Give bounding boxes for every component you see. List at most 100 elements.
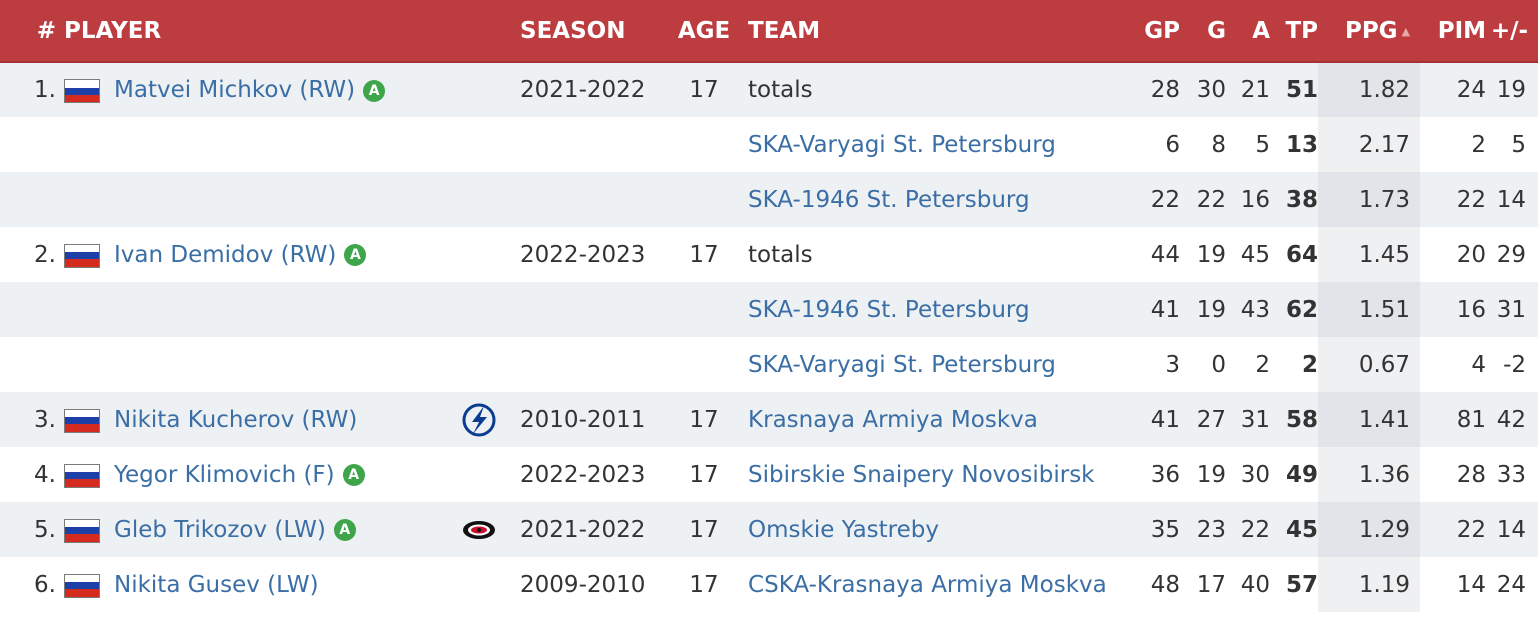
ppg-cell: 1.29 — [1318, 502, 1421, 557]
tp-cell: 2 — [1270, 337, 1319, 392]
gp-cell: 36 — [1132, 447, 1181, 502]
team-logo-cell — [444, 62, 515, 117]
gp-cell: 41 — [1132, 282, 1181, 337]
player-link[interactable]: Ivan Demidov (RW) — [114, 241, 337, 268]
ppg-header[interactable]: PPG ▲ — [1318, 0, 1421, 63]
age-header[interactable]: AGE — [660, 0, 749, 63]
rank-cell: 5. — [0, 502, 64, 557]
rank-cell: 4. — [0, 447, 64, 502]
gp-cell: 3 — [1132, 337, 1181, 392]
russia-flag-icon — [64, 79, 100, 104]
tp-cell: 49 — [1270, 447, 1319, 502]
rank-cell: 6. — [0, 557, 64, 612]
gp-header[interactable]: GP — [1132, 0, 1181, 63]
assists-header[interactable]: A — [1226, 0, 1271, 63]
table-row: 4. Yegor Klimovich (F) A 2022-2023 17 Sibirsk… — [0, 447, 1538, 502]
plus-minus-cell: 42 — [1486, 392, 1538, 447]
pim-header[interactable]: PIM — [1420, 0, 1487, 63]
team-logo-cell — [444, 227, 515, 282]
rank-cell: 2. — [0, 227, 64, 282]
team-link[interactable]: CSKA-Krasnaya Armiya Moskva — [748, 571, 1107, 598]
team-header[interactable]: TEAM — [748, 0, 1133, 63]
team-link[interactable]: SKA-Varyagi St. Petersburg — [748, 131, 1056, 158]
player-header[interactable]: PLAYER — [64, 0, 515, 63]
team-cell: Sibirskie Snaipery Novosibirsk — [748, 447, 1133, 502]
player-cell: Yegor Klimovich (F) A — [114, 447, 444, 502]
ppg-cell: 1.45 — [1318, 227, 1421, 282]
table-row: 5. Gleb Trikozov (LW) A 2021-2022 17 Omskie Y… — [0, 502, 1538, 557]
team-cell: totals — [748, 62, 1133, 117]
team-link[interactable]: Sibirskie Snaipery Novosibirsk — [748, 461, 1095, 488]
player-link[interactable]: Gleb Trikozov (LW) — [114, 516, 326, 543]
pim-cell: 14 — [1420, 557, 1487, 612]
team-link[interactable]: SKA-1946 St. Petersburg — [748, 186, 1030, 213]
pim-cell: 22 — [1420, 502, 1487, 557]
player-link[interactable]: Nikita Gusev (LW) — [114, 571, 319, 598]
team-logo-cell — [444, 117, 515, 172]
team-cell: Krasnaya Armiya Moskva — [748, 392, 1133, 447]
ppg-cell: 1.36 — [1318, 447, 1421, 502]
player-cell: Gleb Trikozov (LW) A — [114, 502, 444, 557]
ppg-cell: 2.17 — [1318, 117, 1421, 172]
team-cell: SKA-Varyagi St. Petersburg — [748, 337, 1133, 392]
team-cell: CSKA-Krasnaya Armiya Moskva — [748, 557, 1133, 612]
tp-cell: 62 — [1270, 282, 1319, 337]
season-cell — [514, 337, 661, 392]
plus-minus-cell: 31 — [1486, 282, 1538, 337]
player-link[interactable]: Nikita Kucherov (RW) — [114, 406, 358, 433]
player-cell: Ivan Demidov (RW) A — [114, 227, 444, 282]
tp-cell: 13 — [1270, 117, 1319, 172]
table-row: SKA-1946 St. Petersburg 41 19 43 62 1.51 16 31 — [0, 282, 1538, 337]
flag-cell — [64, 117, 114, 172]
player-cell — [114, 282, 444, 337]
assists-cell: 5 — [1226, 117, 1271, 172]
ppg-cell: 1.41 — [1318, 392, 1421, 447]
plus-minus-cell: 14 — [1486, 502, 1538, 557]
player-link[interactable]: Matvei Michkov (RW) — [114, 77, 356, 103]
assists-cell: 40 — [1226, 557, 1271, 612]
table-row: 6. Nikita Gusev (LW) 2009-2010 17 CSKA-Krasn… — [0, 557, 1538, 612]
player-link[interactable]: Yegor Klimovich (F) — [114, 461, 335, 488]
tp-cell: 57 — [1270, 557, 1319, 612]
age-cell — [660, 337, 749, 392]
season-cell: 2021-2022 — [514, 502, 661, 557]
assists-cell: 30 — [1226, 447, 1271, 502]
plus-minus-cell: 14 — [1486, 172, 1538, 227]
rank-cell: 3. — [0, 392, 64, 447]
team-link[interactable]: SKA-Varyagi St. Petersburg — [748, 351, 1056, 378]
goals-cell: 19 — [1180, 447, 1227, 502]
season-cell — [514, 282, 661, 337]
ppg-cell: 1.51 — [1318, 282, 1421, 337]
age-cell — [660, 172, 749, 227]
table-body: 1. Matvei Michkov (RW) A 2021-2022 17 totals 2… — [0, 62, 1538, 612]
flag-cell — [64, 172, 114, 227]
goals-header[interactable]: G — [1180, 0, 1227, 63]
rank-cell: 1. — [0, 62, 64, 117]
team-link[interactable]: SKA-1946 St. Petersburg — [748, 296, 1030, 323]
season-header[interactable]: SEASON — [514, 0, 661, 63]
season-cell: 2022-2023 — [514, 227, 661, 282]
ppg-cell: 1.82 — [1318, 62, 1421, 117]
plus-minus-header[interactable]: +/- — [1486, 0, 1538, 63]
assists-cell: 31 — [1226, 392, 1271, 447]
player-cell — [114, 117, 444, 172]
rank-header[interactable]: # — [0, 0, 64, 63]
player-cell — [114, 172, 444, 227]
season-cell: 2010-2011 — [514, 392, 661, 447]
team-cell: SKA-1946 St. Petersburg — [748, 172, 1133, 227]
tp-header[interactable]: TP — [1270, 0, 1319, 63]
ppg-cell: 0.67 — [1318, 337, 1421, 392]
team-link[interactable]: Krasnaya Armiya Moskva — [748, 406, 1038, 433]
rank-cell — [0, 172, 64, 227]
goals-cell: 17 — [1180, 557, 1227, 612]
hurricanes-logo-icon[interactable] — [460, 516, 498, 542]
goals-cell: 30 — [1180, 62, 1227, 117]
russia-flag-icon — [64, 518, 100, 543]
season-cell: 2021-2022 — [514, 62, 661, 117]
pim-cell: 2 — [1420, 117, 1487, 172]
plus-minus-cell: 33 — [1486, 447, 1538, 502]
team-link[interactable]: Omskie Yastreby — [748, 516, 939, 543]
lightning-logo-icon[interactable] — [460, 403, 498, 436]
team-logo-cell — [444, 282, 515, 337]
gp-cell: 41 — [1132, 392, 1181, 447]
